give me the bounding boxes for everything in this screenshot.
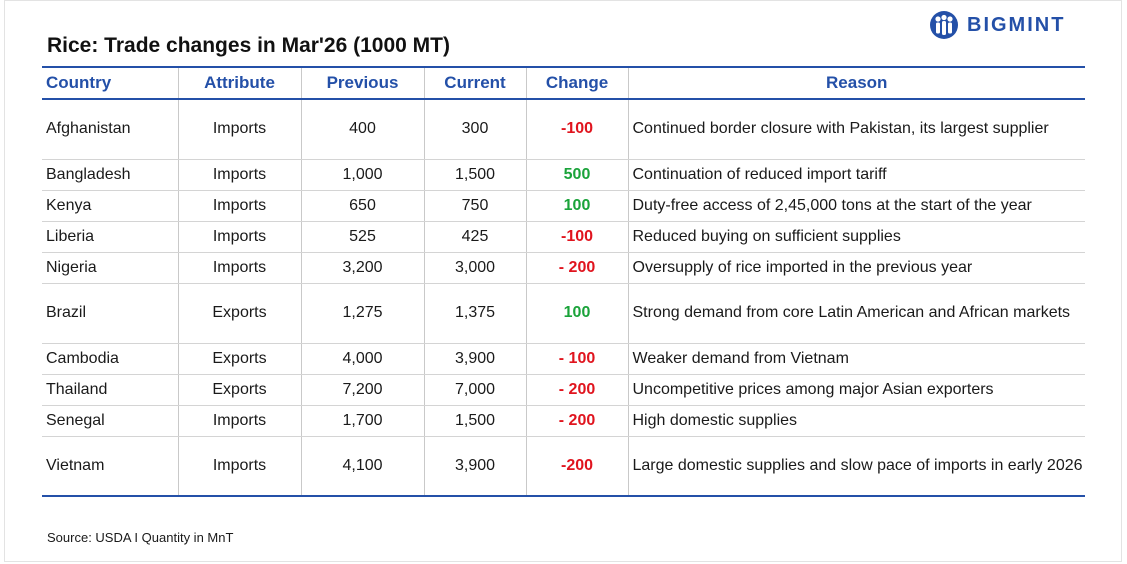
cell-attribute: Imports	[177, 252, 301, 284]
cell-reason: Reduced buying on sufficient supplies	[627, 221, 1085, 253]
header-reason: Reason	[627, 67, 1085, 99]
cell-country: Liberia	[42, 221, 178, 253]
cell-change: -100	[525, 99, 628, 160]
table-row: Vietnam Imports 4,100 3,900 -200 Large domest…	[42, 436, 1085, 497]
brand-name: BIGMINT	[967, 13, 1066, 36]
cell-attribute: Imports	[177, 405, 301, 437]
cell-reason: Duty-free access of 2,45,000 tons at the…	[627, 190, 1085, 222]
cell-change: - 200	[525, 374, 628, 406]
rice-trade-table: Country Attribute Previous Current Chang…	[42, 66, 1085, 497]
cell-current: 3,900	[423, 436, 526, 497]
cell-previous: 400	[300, 99, 424, 160]
source-note: Source: USDA I Quantity in MnT	[47, 530, 234, 545]
cell-reason: Large domestic supplies and slow pace of…	[627, 436, 1085, 497]
cell-country: Vietnam	[42, 436, 178, 497]
cell-current: 3,000	[423, 252, 526, 284]
cell-current: 1,500	[423, 159, 526, 191]
cell-change: 100	[525, 283, 628, 344]
table-row: Bangladesh Imports 1,000 1,500 500 Continuati…	[42, 159, 1085, 191]
cell-country: Bangladesh	[42, 159, 178, 191]
cell-country: Thailand	[42, 374, 178, 406]
cell-change: 100	[525, 190, 628, 222]
cell-current: 3,900	[423, 343, 526, 375]
table-row: Senegal Imports 1,700 1,500- 200 High domest…	[42, 405, 1085, 437]
cell-previous: 4,000	[300, 343, 424, 375]
cell-country: Kenya	[42, 190, 178, 222]
cell-attribute: Imports	[177, 436, 301, 497]
header-country: Country	[46, 73, 112, 92]
cell-reason: Strong demand from core Latin American a…	[627, 283, 1085, 344]
brand-logo: BIGMINT	[927, 10, 1065, 40]
header-current: Current	[423, 67, 526, 99]
cell-attribute: Imports	[177, 190, 301, 222]
cell-current: 7,000	[423, 374, 526, 406]
cell-attribute: Imports	[177, 159, 301, 191]
cell-current: 1,500	[423, 405, 526, 437]
table-row: Nigeria Imports 3,200 3,000- 200 Oversupply …	[42, 252, 1085, 284]
table-header-row: Country Attribute Previous Current Chang…	[42, 67, 1085, 99]
cell-country: Nigeria	[42, 252, 178, 284]
cell-previous: 1,700	[300, 405, 424, 437]
table-row: Brazil Exports 1,275 1,375 100 Strong demand …	[42, 283, 1085, 344]
cell-country: Senegal	[42, 405, 178, 437]
cell-change: 500	[525, 159, 628, 191]
page-frame	[4, 0, 1122, 562]
cell-reason: High domestic supplies	[627, 405, 1085, 437]
cell-previous: 1,000	[300, 159, 424, 191]
header-attribute: Attribute	[177, 67, 301, 99]
cell-previous: 4,100	[300, 436, 424, 497]
cell-change: -200	[525, 436, 628, 497]
cell-previous: 7,200	[300, 374, 424, 406]
cell-previous: 1,275	[300, 283, 424, 344]
cell-previous: 650	[300, 190, 424, 222]
cell-current: 750	[423, 190, 526, 222]
cell-attribute: Imports	[177, 99, 301, 160]
table-row: Afghanistan Imports 400 300 -100 Continued bo…	[42, 99, 1085, 160]
cell-current: 425	[423, 221, 526, 253]
cell-attribute: Imports	[177, 221, 301, 253]
cell-reason: Uncompetitive prices among major Asian e…	[627, 374, 1085, 406]
table-row: Liberia Imports 525 425 -100 Reduced buying o…	[42, 221, 1085, 253]
cell-attribute: Exports	[177, 343, 301, 375]
cell-change: - 200	[525, 252, 628, 284]
page-title: Rice: Trade changes in Mar'26 (1000 MT)	[47, 34, 450, 57]
header-previous: Previous	[300, 67, 424, 99]
cell-reason: Oversupply of rice imported in the previ…	[627, 252, 1085, 284]
cell-country: Brazil	[42, 283, 178, 344]
table-row: Kenya Imports 650 750 100 Duty-free access of…	[42, 190, 1085, 222]
cell-reason: Weaker demand from Vietnam	[627, 343, 1085, 375]
cell-change: -100	[525, 221, 628, 253]
cell-previous: 3,200	[300, 252, 424, 284]
cell-country: Cambodia	[42, 343, 178, 375]
cell-country: Afghanistan	[42, 99, 178, 160]
cell-attribute: Exports	[177, 283, 301, 344]
cell-reason: Continued border closure with Pakistan, …	[627, 99, 1085, 160]
table-row: Thailand Exports 7,200 7,000- 200 Uncompetit…	[42, 374, 1085, 406]
cell-current: 300	[423, 99, 526, 160]
table-row: Cambodia Exports 4,000 3,900- 100 Weaker dem…	[42, 343, 1085, 375]
cell-current: 1,375	[423, 283, 526, 344]
cell-reason: Continuation of reduced import tariff	[627, 159, 1085, 191]
cell-attribute: Exports	[177, 374, 301, 406]
cell-change: - 100	[525, 343, 628, 375]
cell-change: - 200	[525, 405, 628, 437]
cell-previous: 525	[300, 221, 424, 253]
bigmint-logo-icon	[930, 11, 958, 39]
header-change: Change	[525, 67, 628, 99]
